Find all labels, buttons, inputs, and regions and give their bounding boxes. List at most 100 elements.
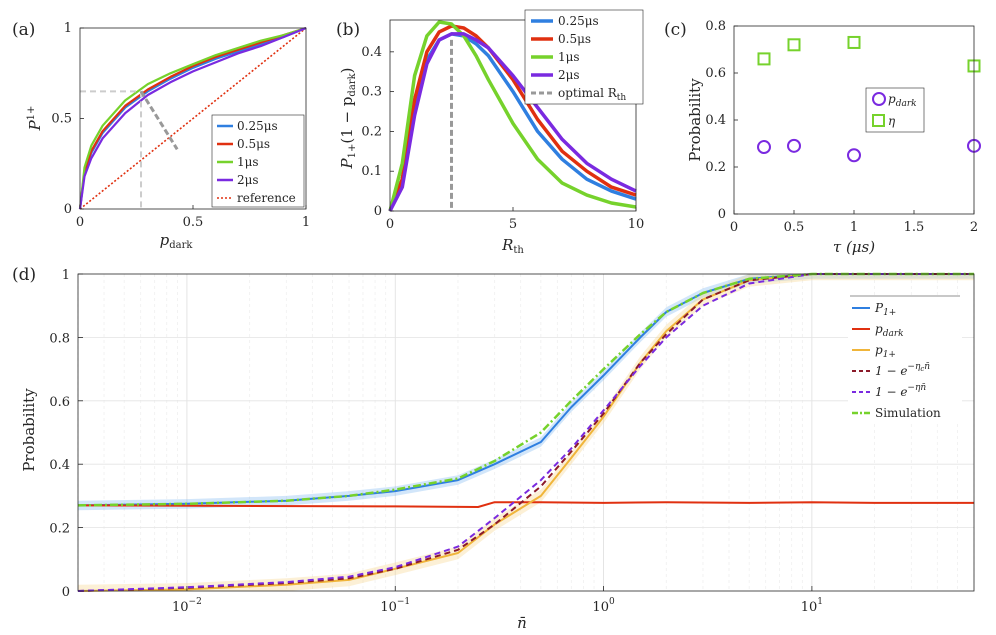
b-ytick-label-1: 0.1 — [361, 164, 382, 179]
panel-label-c: (c) — [664, 20, 687, 40]
legend-d-label-1-sub: dark — [883, 329, 904, 339]
band-p1plus — [78, 274, 974, 591]
legend-b-label-4-sub: th — [617, 93, 627, 103]
c-xtick-label-1: 0.5 — [784, 220, 805, 235]
legend-a-label-4: reference — [237, 191, 296, 205]
legend-d-label-4-sup: −ηn̄ — [907, 383, 926, 393]
xlabel-c: τ (μs) — [833, 238, 875, 256]
legend-a-label-2: 1μs — [237, 155, 259, 169]
c-ytick-label-4: 0.8 — [705, 19, 726, 34]
d-xtick-label-0: 10−2 — [172, 597, 202, 615]
xlabel-a-sub: dark — [169, 240, 193, 251]
ylabel-b-main: P — [338, 158, 356, 170]
b-ytick-label-2: 0.2 — [361, 124, 382, 139]
c-xtick-label-3: 1.5 — [904, 220, 925, 235]
b-xtick-label-2: 10 — [628, 217, 645, 232]
series-d-2 — [77, 273, 974, 592]
xlabel-b: Rth — [501, 236, 524, 256]
a-ytick-label-2: 1 — [64, 21, 72, 36]
panel-b: 0 5 10 0 0.1 0.2 0.3 0.4 Rth P1+(1 − pdark) 0.2… — [338, 9, 645, 256]
pdark-marker-2 — [847, 148, 861, 163]
eta-marker-1 — [787, 38, 801, 52]
legend-c-label-1: η — [888, 114, 896, 128]
legend-d-label-3-main: 1 − e — [875, 364, 907, 378]
legend-a-label-0: 0.25μs — [237, 119, 278, 133]
band-P1plus — [78, 274, 974, 511]
legend-d-label-4: 1 − e−ηn̄ — [875, 383, 926, 399]
legend-d-label-2-main: p — [875, 343, 883, 357]
panel-label-b: (b) — [336, 20, 360, 40]
legend-b: 0.25μs 0.5μs 1μs 2μs optimal Rth — [524, 9, 644, 105]
legend-d-label-1-main: p — [875, 322, 883, 336]
series-d-0 — [77, 273, 974, 507]
legend-c-marker-1 — [872, 114, 885, 127]
series-d-3 — [77, 273, 974, 592]
legend-d: P1+ pdark p1+ 1 − e−ηcn̄ 1 − e−ηn̄ Simul… — [848, 295, 962, 424]
d-ytick-label-4: 0.8 — [49, 331, 70, 346]
series-b-3 — [388, 32, 637, 212]
d-xtick-exp-0: −2 — [189, 597, 202, 607]
d-xtick-base-1: 10 — [380, 600, 397, 615]
ylabel-c: Probability — [686, 78, 704, 162]
b-ytick-label-0: 0 — [374, 204, 382, 219]
legend-d-label-1: pdark — [875, 322, 904, 339]
legend-d-label-3-sup: −η — [907, 362, 921, 372]
c-ytick-label-1: 0.2 — [705, 160, 726, 175]
legend-d-label-3: 1 − e−ηcn̄ — [875, 362, 930, 378]
c-xtick-label-0: 0 — [730, 220, 738, 235]
ylabel-a: P1+ — [26, 106, 44, 132]
series-d-1 — [77, 501, 974, 508]
xlabel-d: n̄ — [517, 614, 527, 632]
legend-a: 0.25μs 0.5μs 1μs 2μs reference — [211, 114, 305, 208]
legend-c-marker-0 — [872, 92, 886, 106]
d-ytick-label-1: 0.2 — [49, 522, 70, 537]
legend-d-label-2: p1+ — [875, 343, 896, 360]
legend-b-label-0: 0.25μs — [558, 14, 599, 28]
d-xtick-exp-1: −1 — [397, 597, 410, 607]
d-xtick-base-2: 10 — [592, 600, 609, 615]
d-ytick-label-0: 0 — [62, 585, 70, 600]
legend-c-box — [865, 87, 925, 133]
d-xtick-label-3: 101 — [801, 597, 823, 615]
xlabel-b-sub: th — [513, 245, 524, 256]
legend-d-label-0: P1+ — [874, 301, 896, 318]
legend-a-label-1: 0.5μs — [237, 137, 270, 151]
ylabel-d: Probability — [20, 388, 38, 472]
c-xtick-label-4: 2 — [970, 220, 978, 235]
c-ytick-label-3: 0.6 — [705, 66, 726, 81]
series-a-2 — [78, 26, 307, 210]
eta-marker-2 — [847, 35, 861, 49]
d-xtick-exp-2: 0 — [609, 597, 615, 607]
legend-b-label-2: 1μs — [558, 50, 580, 64]
ylabel-a-main: P — [26, 119, 44, 131]
series-b-2 — [388, 20, 637, 212]
legend-d-label-5: Simulation — [875, 406, 941, 420]
b-ytick-label-4: 0.4 — [361, 45, 382, 60]
legend-c: pdark η — [865, 87, 925, 133]
series-d-5 — [77, 272, 974, 507]
b-xtick-label-0: 0 — [386, 217, 394, 232]
legend-d-label-3-nbar: n̄ — [924, 362, 930, 372]
legend-b-label-4: optimal Rth — [558, 86, 626, 103]
panel-c: 0 0.5 1 1.5 2 0 0.2 0.4 0.6 0.8 τ (μs) Probabilit… — [686, 19, 981, 256]
legend-b-label-4-main: optimal R — [558, 86, 618, 100]
legend-b-label-1: 0.5μs — [558, 32, 591, 46]
xlabel-a-main: p — [160, 231, 170, 249]
axes-frame-d — [77, 273, 975, 592]
a-xtick-label-1: 0.5 — [183, 215, 204, 230]
panel-label-a: (a) — [12, 20, 35, 40]
a-xtick-label-2: 1 — [302, 215, 310, 230]
legend-d-label-4-main: 1 − e — [875, 385, 907, 399]
legend-b-label-3: 2μs — [558, 68, 580, 82]
legend-d-label-2-sub: 1+ — [883, 350, 896, 360]
legend-c-label-0: pdark — [888, 92, 917, 109]
reference-line-a — [79, 27, 307, 210]
legend-c-label-0-main: p — [888, 92, 896, 106]
a-ytick-label-0: 0 — [64, 202, 72, 217]
panel-a: 0 0.5 1 0 0.5 1 pdark P1+ 0.25μs 0.5μs 1μs 2μ… — [26, 21, 310, 251]
d-xtick-label-1: 10−1 — [380, 597, 410, 615]
ylabel-b: P1+(1 − pdark) — [338, 67, 358, 169]
d-ytick-label-3: 0.6 — [49, 395, 70, 410]
c-xtick-label-2: 1 — [850, 220, 858, 235]
xlabel-a: pdark — [160, 231, 194, 251]
